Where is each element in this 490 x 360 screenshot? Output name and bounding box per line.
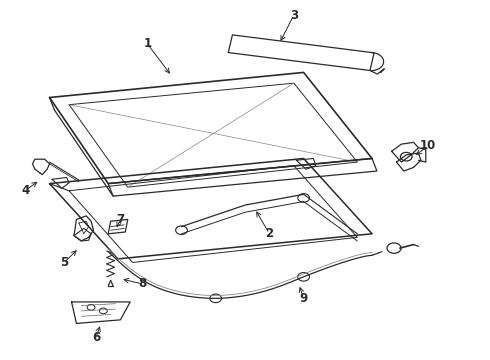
Text: 5: 5 xyxy=(60,256,68,269)
Text: 10: 10 xyxy=(420,139,437,152)
Text: 3: 3 xyxy=(290,9,298,22)
Text: 9: 9 xyxy=(299,292,308,305)
Text: 6: 6 xyxy=(92,331,100,344)
Text: 4: 4 xyxy=(21,184,29,197)
Text: 2: 2 xyxy=(266,227,273,240)
Text: 8: 8 xyxy=(138,278,147,291)
Text: 7: 7 xyxy=(116,213,124,226)
Text: 1: 1 xyxy=(143,37,151,50)
